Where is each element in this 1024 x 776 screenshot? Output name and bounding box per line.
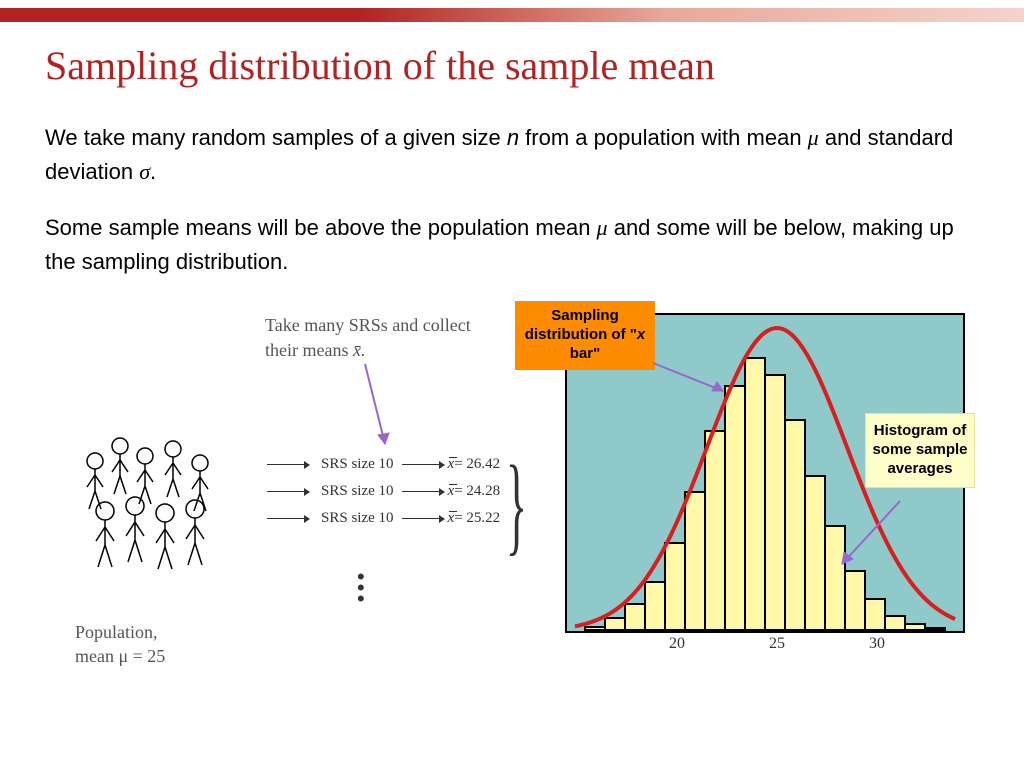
chart-bar: [644, 581, 666, 631]
callout-orange-b: x: [637, 326, 645, 343]
srs-eq-2: = 25.22: [454, 510, 500, 527]
p1-text-a: We take many random samples of a given s…: [45, 125, 507, 150]
population-illustration: [75, 431, 235, 601]
p2-text-a: Some sample means will be above the popu…: [45, 215, 597, 240]
chart-bar: [724, 385, 746, 631]
chart-bar: [924, 627, 946, 631]
p1-text-d: .: [150, 159, 156, 184]
vertical-dots-icon: •••: [357, 571, 365, 604]
srs-row: SRS size 10 x = 24.28: [267, 483, 500, 500]
srs-xbar-2: x: [448, 510, 455, 527]
pop-label-a: Population,: [75, 622, 158, 642]
slide-title: Sampling distribution of the sample mean: [45, 42, 979, 89]
srs-eq-0: = 26.42: [454, 456, 500, 473]
arrow-orange-icon: [645, 351, 735, 401]
p2-mu: μ: [597, 215, 608, 240]
chart-bar: [684, 491, 706, 631]
srs-xbar-0: x: [448, 456, 455, 473]
pop-label-b: mean μ = 25: [75, 646, 165, 666]
chart-bar: [844, 570, 866, 632]
callout-histogram: Histogram of some sample averages: [865, 413, 975, 487]
chart-bar: [884, 615, 906, 632]
p1-sigma: σ: [139, 159, 150, 184]
arrow-icon: [267, 464, 309, 465]
header-bar: [0, 8, 1024, 22]
chart-bar: [584, 626, 606, 632]
callout-orange-c: bar": [570, 345, 600, 362]
paragraph-2: Some sample means will be above the popu…: [45, 211, 979, 279]
chart-bar: [864, 598, 886, 632]
p1-mu: μ: [808, 125, 819, 150]
chart-bar: [904, 623, 926, 631]
chart-bar: [664, 542, 686, 632]
chart-bar: [704, 430, 726, 632]
population-label: Population, mean μ = 25: [75, 621, 165, 668]
p1-n: n: [507, 125, 519, 150]
srs-row: SRS size 10 x = 26.42: [267, 456, 500, 473]
brace-icon: }: [506, 441, 527, 568]
srs-label-1: SRS size 10: [321, 483, 394, 500]
chart-bar: [764, 374, 786, 632]
slide-content: Sampling distribution of the sample mean…: [0, 22, 1024, 721]
arrow-icon: [267, 518, 309, 519]
chart-bars: [585, 351, 945, 631]
chart-x-axis: 20 25 30: [565, 635, 965, 663]
x-tick-label: 30: [869, 635, 885, 653]
chart-bar: [784, 419, 806, 632]
figure-area: Take many SRSs and collect their means x…: [45, 301, 979, 721]
arrow-icon: [402, 491, 444, 492]
srs-label-2: SRS size 10: [321, 510, 394, 527]
srs-caption: Take many SRSs and collect their means x…: [265, 313, 495, 362]
arrow-yellow-icon: [830, 496, 910, 576]
srs-list: SRS size 10 x = 26.42 SRS size 10 x = 24…: [267, 456, 500, 537]
chart-bar: [604, 617, 626, 631]
x-tick-label: 25: [769, 635, 785, 653]
arrow-icon: [267, 491, 309, 492]
callout-orange-a: Sampling distribution of ": [525, 307, 637, 343]
arrow-caption-icon: [345, 359, 405, 454]
callout-sampling-dist: Sampling distribution of "x bar": [515, 301, 655, 369]
srs-eq-1: = 24.28: [454, 483, 500, 500]
people-icon: [75, 431, 235, 601]
srs-xbar-1: x: [448, 483, 455, 500]
x-tick-label: 20: [669, 635, 685, 653]
srs-label-0: SRS size 10: [321, 456, 394, 473]
chart-bar: [804, 475, 826, 632]
srs-row: SRS size 10 x = 25.22: [267, 510, 500, 527]
arrow-icon: [402, 464, 444, 465]
arrow-icon: [402, 518, 444, 519]
chart-bar: [624, 603, 646, 631]
p1-text-b: from a population with mean: [519, 125, 808, 150]
srs-caption-b: x̄.: [353, 340, 366, 360]
callout-yellow-text: Histogram of some sample averages: [872, 422, 967, 477]
chart-bar: [744, 357, 766, 631]
paragraph-1: We take many random samples of a given s…: [45, 121, 979, 189]
srs-caption-a: Take many SRSs and collect their means: [265, 315, 471, 359]
